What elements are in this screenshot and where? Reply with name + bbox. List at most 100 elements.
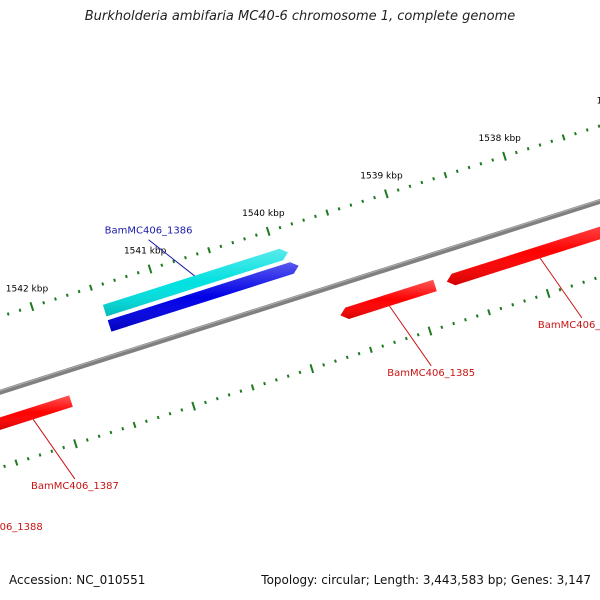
outer-scale-tick (455, 169, 459, 174)
outer-scale-tick (65, 293, 69, 297)
outer-scale-tick (195, 252, 199, 256)
outer-scale-tick (243, 237, 246, 241)
outer-scale-tick (479, 162, 483, 166)
outer-scale-tick (373, 195, 376, 200)
outer-scale-tick (408, 184, 412, 189)
inner-scale-tick (440, 325, 444, 330)
gene-feature-shade (340, 279, 437, 319)
inner-scale-tick (357, 351, 361, 356)
gene-label: BamMC406_1388 (0, 522, 43, 533)
inner-scale-tick (239, 389, 243, 393)
outer-scale-tick (514, 150, 518, 155)
outer-scale-tick (290, 222, 294, 226)
inner-scale-tick (464, 318, 467, 322)
outer-scale-tick (184, 255, 187, 260)
inner-scale-tick (545, 288, 551, 299)
inner-scale-tick (144, 419, 148, 423)
inner-scale-tick (121, 426, 125, 431)
inner-scale-tick (475, 314, 479, 318)
gene-label: BamMC406_1384 (538, 320, 600, 331)
gene-label-leader (389, 305, 432, 367)
outer-scale-tick (502, 151, 507, 161)
accession-value: NC_010551 (76, 573, 146, 587)
scale-tick-label: 1539 kbp (360, 172, 403, 182)
inner-scale-tick (534, 295, 538, 299)
inner-scale-tick (227, 393, 231, 397)
gene-label-leader (32, 419, 76, 480)
inner-scale-tick (381, 344, 385, 348)
outer-scale-tick (302, 218, 306, 222)
inner-scale-tick (334, 359, 337, 363)
inner-scale-tick (393, 340, 396, 345)
outer-scale-tick (265, 226, 271, 236)
gene-feature-shade (107, 262, 299, 332)
outer-scale-tick (29, 301, 35, 312)
inner-scale-tick (523, 299, 526, 303)
gene-feature-shade (102, 248, 288, 317)
inner-scale-tick (404, 336, 408, 341)
inner-scale-tick (487, 309, 491, 316)
gene-features-group (0, 226, 600, 430)
inner-scale-tick (298, 370, 302, 375)
outer-scale-tick (172, 259, 176, 264)
length-label: Length: (373, 573, 420, 587)
inner-scale-tick (250, 384, 255, 391)
outer-scale-tick (54, 297, 57, 301)
outer-scale-tick (160, 263, 164, 267)
inner-scale-tick (369, 346, 373, 353)
inner-scale-tick (570, 284, 574, 288)
gene-label-leader (148, 239, 195, 277)
scale-tick-label: 1538 kbp (478, 134, 521, 144)
inner-scale-tick (263, 381, 266, 386)
inner-scale-tick (204, 400, 207, 405)
outer-scale-tick (136, 270, 140, 275)
inner-scale-tick (26, 457, 30, 461)
scale-tick-label: 1537 kbp (597, 96, 600, 106)
outer-scale-tick (254, 233, 258, 237)
inner-scale-tick (3, 464, 6, 469)
inner-scale-tick (511, 303, 515, 307)
genes-label: Genes: (510, 573, 553, 587)
length-value: 3,443,583 bp (422, 573, 503, 587)
outer-scale-tick (491, 158, 495, 162)
outer-scale-tick (467, 165, 471, 170)
outer-scale-tick (147, 264, 153, 274)
inner-scale-tick (85, 438, 89, 442)
outer-scale-tick (361, 199, 365, 204)
outer-scale-tick (550, 139, 554, 143)
outer-scale-tick (124, 274, 128, 279)
outer-scale-tick (18, 308, 22, 313)
outer-scale-tick (101, 282, 105, 286)
outer-scale-tick (113, 278, 116, 282)
map-title: Burkholderia ambifaria MC40-6 chromosome… (84, 9, 516, 24)
inner-scale-tick (215, 396, 219, 401)
inner-scale-tick (309, 364, 315, 374)
accession-info: Accession: NC_010551 (9, 573, 145, 587)
outer-scale-tick (6, 312, 10, 316)
inner-scale-tick (558, 287, 562, 292)
outer-scale-tick (219, 244, 223, 249)
gene-label: BamMC406_1387 (31, 481, 119, 492)
inner-scale-tick (286, 374, 290, 378)
gene-feature-shade (0, 395, 73, 430)
inner-scale-tick (416, 333, 420, 337)
inner-scale-tick (582, 280, 586, 284)
accession-label: Accession: (9, 573, 73, 587)
inner-scale-tick (191, 401, 196, 411)
outer-scale-tick (337, 207, 341, 211)
inner-scale-tick (38, 453, 42, 457)
inner-scale-tick (180, 408, 184, 412)
outer-scale-tick (574, 131, 577, 136)
gene-feature-shade (446, 226, 600, 286)
outer-scale-tick (443, 171, 448, 179)
inner-scale-tick (345, 355, 349, 360)
outer-scale-tick (207, 247, 211, 254)
inner-scale-tick (168, 411, 172, 416)
outer-scale-tick (89, 284, 93, 291)
outer-scale-tick (420, 180, 424, 185)
gene-label-leader (539, 257, 583, 319)
inner-scale-tick (73, 439, 78, 449)
topology-value: circular (321, 573, 366, 587)
inner-scale-tick (427, 326, 433, 336)
